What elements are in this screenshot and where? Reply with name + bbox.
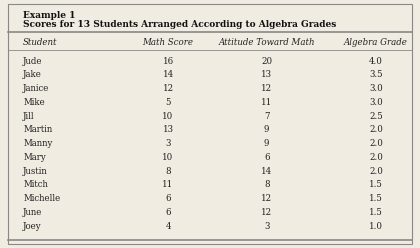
Text: 2.0: 2.0 — [369, 139, 383, 148]
Text: Example 1: Example 1 — [23, 11, 76, 20]
Text: 3.0: 3.0 — [369, 84, 383, 93]
Text: Michelle: Michelle — [23, 194, 60, 203]
Text: 3.5: 3.5 — [369, 70, 383, 79]
Text: June: June — [23, 208, 42, 217]
Text: 5: 5 — [165, 98, 171, 107]
Text: 10: 10 — [163, 112, 173, 121]
Text: 2.0: 2.0 — [369, 153, 383, 162]
Text: 1.5: 1.5 — [369, 208, 383, 217]
Text: 3.0: 3.0 — [369, 98, 383, 107]
Text: 10: 10 — [163, 153, 173, 162]
Text: 20: 20 — [261, 57, 272, 65]
Text: 14: 14 — [163, 70, 173, 79]
Text: Janice: Janice — [23, 84, 50, 93]
Text: Jill: Jill — [23, 112, 35, 121]
Text: Justin: Justin — [23, 167, 48, 176]
Text: 4.0: 4.0 — [369, 57, 383, 65]
Text: Manny: Manny — [23, 139, 52, 148]
Text: 1.5: 1.5 — [369, 181, 383, 189]
Text: 7: 7 — [264, 112, 270, 121]
Text: 8: 8 — [165, 167, 171, 176]
Text: 12: 12 — [261, 194, 272, 203]
Text: Attitude Toward Math: Attitude Toward Math — [218, 38, 315, 47]
Text: Jude: Jude — [23, 57, 42, 65]
Text: 6: 6 — [165, 194, 171, 203]
Text: Martin: Martin — [23, 125, 52, 134]
FancyBboxPatch shape — [8, 4, 412, 244]
Text: 11: 11 — [163, 181, 173, 189]
Text: 13: 13 — [261, 70, 272, 79]
Text: 6: 6 — [165, 208, 171, 217]
Text: Mary: Mary — [23, 153, 46, 162]
Text: 4: 4 — [165, 222, 171, 231]
Text: Joey: Joey — [23, 222, 42, 231]
Text: 2.5: 2.5 — [369, 112, 383, 121]
Text: 2.0: 2.0 — [369, 167, 383, 176]
Text: 8: 8 — [264, 181, 270, 189]
Text: 12: 12 — [261, 84, 272, 93]
Text: Algebra Grade: Algebra Grade — [344, 38, 408, 47]
Text: Student: Student — [23, 38, 58, 47]
Text: Math Score: Math Score — [142, 38, 194, 47]
Text: 13: 13 — [163, 125, 173, 134]
Text: Mitch: Mitch — [23, 181, 48, 189]
Text: 2.0: 2.0 — [369, 125, 383, 134]
Text: Jake: Jake — [23, 70, 42, 79]
Text: 3: 3 — [165, 139, 171, 148]
Text: 12: 12 — [261, 208, 272, 217]
Text: 1.0: 1.0 — [369, 222, 383, 231]
Text: 1.5: 1.5 — [369, 194, 383, 203]
Text: 9: 9 — [264, 139, 270, 148]
Text: Mike: Mike — [23, 98, 45, 107]
Text: 9: 9 — [264, 125, 270, 134]
Text: 3: 3 — [264, 222, 269, 231]
Text: 14: 14 — [261, 167, 272, 176]
Text: 12: 12 — [163, 84, 173, 93]
Text: 6: 6 — [264, 153, 270, 162]
Text: Scores for 13 Students Arranged According to Algebra Grades: Scores for 13 Students Arranged Accordin… — [23, 20, 336, 29]
Text: 11: 11 — [261, 98, 272, 107]
Text: 16: 16 — [163, 57, 173, 65]
